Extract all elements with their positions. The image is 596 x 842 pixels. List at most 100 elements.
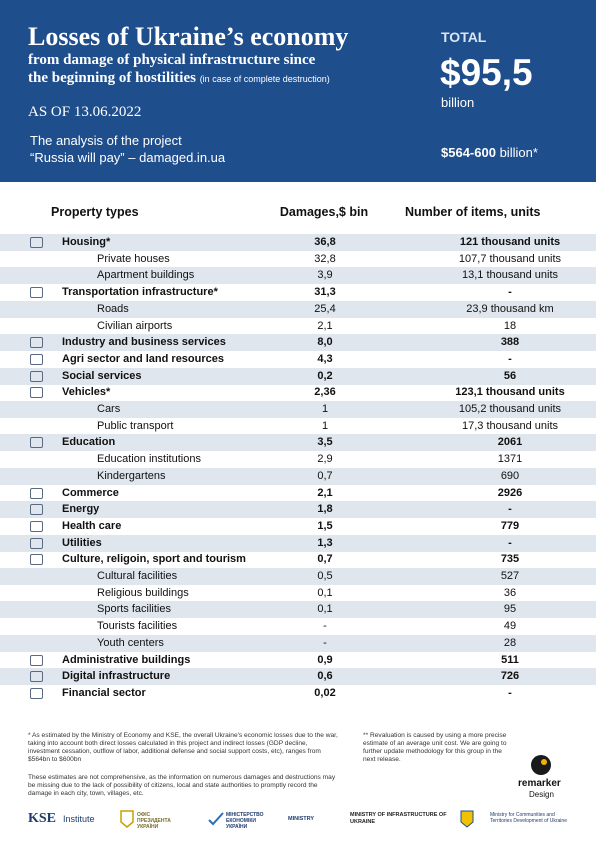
analysis: “Russia will pay” – damaged.in.ua — [30, 150, 225, 165]
row-damage: 25,4 — [314, 302, 336, 315]
row-name: Education — [62, 436, 116, 449]
logo-text: remarker — [518, 778, 561, 789]
row-items: 17,3 thousand units — [461, 419, 559, 432]
row-damage: - — [323, 620, 327, 633]
table-subrow: Cars 1 105,2 thousand units — [0, 401, 596, 418]
row-items: 49 — [503, 620, 517, 633]
row-items: 23,9 thousand km — [466, 302, 554, 315]
row-name: Health care — [62, 519, 122, 532]
subtitle: the beginning of hostilities — [28, 70, 196, 86]
table-subrow: Public transport 1 17,3 thousand units — [0, 418, 596, 435]
row-items: 2061 — [497, 436, 523, 449]
table-row: Utilities 1,3 - — [0, 534, 596, 552]
row-name: Transportation infrastructure* — [62, 286, 218, 299]
row-damage: 2,1 — [317, 486, 333, 499]
table-subrow: Tourists facilities - 49 — [0, 618, 596, 635]
row-items: 1371 — [497, 453, 523, 466]
row-damage: 32,8 — [314, 252, 336, 265]
remarker-icon — [531, 755, 551, 775]
row-items: 36 — [503, 586, 517, 599]
row-items: 123,1 thousand units — [455, 386, 565, 399]
row-name: Digital infrastructure — [62, 670, 171, 683]
row-name: Cultural facilities — [97, 570, 178, 582]
row-damage: 0,1 — [317, 586, 333, 599]
row-name: Administrative buildings — [62, 653, 191, 666]
row-items: - — [508, 686, 512, 699]
footnote: These estimates are not comprehensive, a… — [28, 774, 336, 797]
row-name: Housing* — [62, 236, 111, 248]
row-icon — [30, 654, 43, 666]
row-damage: 31,3 — [314, 286, 336, 299]
table-row: Energy 1,8 - — [0, 501, 596, 519]
table-subrow: Education institutions 2,9 1371 — [0, 451, 596, 468]
table-row: Digital infrastructure 0,6 726 — [0, 668, 596, 686]
row-damage: 4,3 — [317, 352, 333, 365]
row-items: 28 — [503, 636, 517, 649]
row-damage: 1 — [321, 419, 329, 432]
logo-text: MINISTRY OF INFRASTRUCTURE OF UKRAINE — [350, 812, 447, 825]
row-icon — [30, 487, 43, 499]
table-subrow: Private houses 32,8 107,7 thousand units — [0, 251, 596, 268]
row-icon — [30, 520, 43, 532]
footnote: * As estimated by the Ministry of Econom… — [28, 732, 338, 763]
row-damage: 2,1 — [317, 319, 333, 332]
table-row: Vehicles* 2,36 123,1 thousand units — [0, 384, 596, 401]
subtitle: from damage of physical infrastructure s… — [28, 52, 316, 68]
analysis: “Russia will pay” – — [30, 150, 136, 165]
logo-text: ОФІС ПРЕЗИДЕНТА УКРАЇНИ — [137, 812, 171, 830]
table-subrow: Roads 25,4 23,9 thousand km — [0, 300, 596, 318]
table-subrow: Sports facilities 0,1 95 — [0, 601, 596, 619]
analysis: The analysis of the project — [30, 133, 182, 148]
logo-text: MINISTRY — [288, 816, 315, 822]
column-header: Number of items, units — [405, 205, 541, 219]
table-subrow: Civilian airports 2,1 18 — [0, 318, 596, 335]
logo-icon — [120, 810, 134, 828]
table-row: Financial sector 0,02 - — [0, 685, 596, 702]
column-header: Damages,$ bin — [279, 205, 369, 219]
row-items: 388 — [500, 336, 520, 349]
row-damage: 0,02 — [314, 686, 336, 699]
table-row: Industry and business services 8,0 388 — [0, 334, 596, 352]
row-name: Kindergartens — [97, 469, 166, 482]
row-items: 511 — [501, 653, 519, 666]
row-damage: 3,5 — [317, 436, 333, 449]
row-items: - — [508, 286, 512, 299]
row-icon — [30, 353, 43, 365]
row-name: Public transport — [97, 419, 174, 432]
row-items: 779 — [500, 519, 520, 532]
row-damage: 0,6 — [317, 670, 333, 683]
table-subrow: Apartment buildings 3,9 13,1 thousand unit… — [0, 267, 596, 285]
row-name: Civilian airports — [97, 319, 173, 332]
row-name: Sports facilities — [97, 603, 171, 616]
link[interactable]: damaged.in.ua — [139, 150, 226, 165]
table-row: Culture, religoin, sport and tourism 0,7 7… — [0, 551, 596, 568]
subtitle: the beginning of hostilities (in case of… — [28, 70, 330, 87]
range-unit: billion* — [499, 145, 538, 160]
row-items: 18 — [503, 319, 517, 332]
total-value: $95,5 — [440, 52, 533, 93]
row-items: 690 — [500, 469, 520, 482]
row-name: Cars — [97, 403, 121, 415]
row-items: 13,1 thousand units — [461, 269, 559, 282]
row-name: Apartment buildings — [97, 269, 195, 282]
title: Losses of Ukraine’s economy — [28, 22, 349, 51]
row-name: Religious buildings — [97, 586, 189, 599]
table-row: Transportation infrastructure* 31,3 - — [0, 284, 596, 301]
row-damage: 8,0 — [317, 336, 333, 349]
range-value: $564-600 — [441, 145, 496, 160]
row-name: Culture, religoin, sport and tourism — [62, 553, 246, 566]
row-name: Energy — [62, 503, 100, 516]
logo-text: МІНІСТЕРСТВО ЕКОНОМІКИ УКРАЇНИ — [226, 812, 264, 830]
logo-text: Design — [529, 790, 554, 799]
row-icon — [30, 554, 43, 566]
row-name: Utilities — [62, 536, 102, 549]
row-name: Education institutions — [97, 453, 201, 466]
row-icon — [30, 237, 43, 248]
row-icon — [30, 337, 43, 349]
row-items: 56 — [503, 369, 517, 382]
table-row: Commerce 2,1 2926 — [0, 485, 596, 502]
row-items: 735 — [500, 553, 520, 566]
row-icon — [30, 287, 43, 299]
row-name: Commerce — [62, 486, 119, 499]
